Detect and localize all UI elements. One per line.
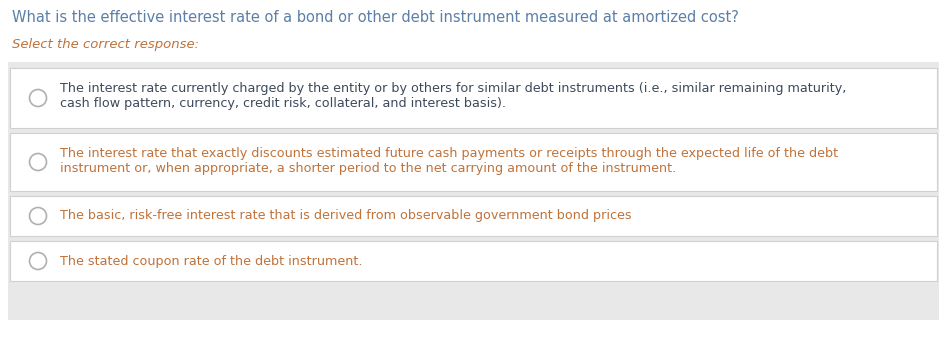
Text: The basic, risk-free interest rate that is derived from observable government bo: The basic, risk-free interest rate that … bbox=[60, 209, 632, 223]
Circle shape bbox=[29, 153, 46, 171]
Circle shape bbox=[29, 89, 46, 107]
Circle shape bbox=[29, 252, 46, 269]
Circle shape bbox=[29, 207, 46, 225]
Text: cash flow pattern, currency, credit risk, collateral, and interest basis).: cash flow pattern, currency, credit risk… bbox=[60, 97, 506, 110]
FancyBboxPatch shape bbox=[10, 196, 937, 236]
FancyBboxPatch shape bbox=[10, 133, 937, 191]
Text: The interest rate that exactly discounts estimated future cash payments or recei: The interest rate that exactly discounts… bbox=[60, 147, 838, 160]
Text: The interest rate currently charged by the entity or by others for similar debt : The interest rate currently charged by t… bbox=[60, 82, 847, 95]
FancyBboxPatch shape bbox=[10, 241, 937, 281]
FancyBboxPatch shape bbox=[8, 62, 939, 320]
Text: Select the correct response:: Select the correct response: bbox=[12, 38, 199, 51]
Text: What is the effective interest rate of a bond or other debt instrument measured : What is the effective interest rate of a… bbox=[12, 10, 739, 25]
Text: instrument or, when appropriate, a shorter period to the net carrying amount of : instrument or, when appropriate, a short… bbox=[60, 162, 676, 175]
FancyBboxPatch shape bbox=[10, 68, 937, 128]
Text: The stated coupon rate of the debt instrument.: The stated coupon rate of the debt instr… bbox=[60, 255, 363, 268]
